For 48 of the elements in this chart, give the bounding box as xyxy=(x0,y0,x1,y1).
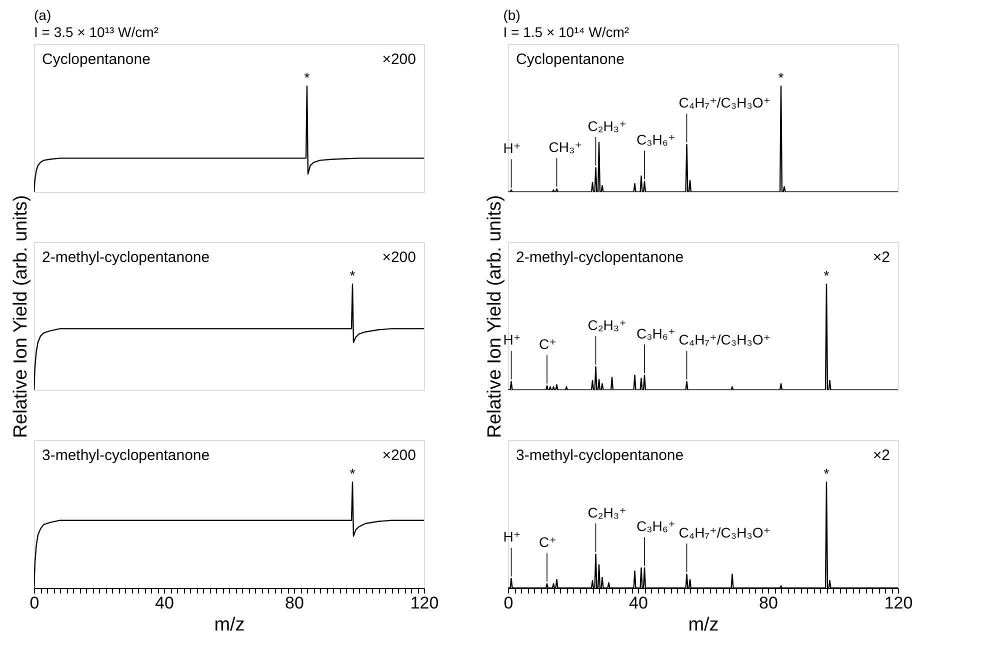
annotation: C₃H₆⁺ xyxy=(636,518,676,534)
annotation: * xyxy=(778,69,784,86)
text: ×200 xyxy=(382,447,416,464)
annotation: C₂H₃⁺ xyxy=(588,118,626,134)
annotation: * xyxy=(350,465,356,482)
text: ×200 xyxy=(382,249,416,266)
annotation: * xyxy=(824,465,830,482)
chart-subtitle: I = 1.5 × 10¹⁴ W/cm² xyxy=(503,24,630,40)
annotation: C₄H₇⁺/C₃H₃O⁺ xyxy=(678,94,771,111)
text: 2-methyl-cyclopentanone xyxy=(42,249,210,266)
x-tick-label: 120 xyxy=(410,594,439,612)
annotation: H⁺ xyxy=(503,528,521,545)
annotation: CH₃⁺ xyxy=(548,139,582,155)
chart-title: (a) xyxy=(34,7,52,23)
x-tick-label: 120 xyxy=(884,594,913,612)
x-axis-title: m/z xyxy=(688,614,719,636)
annotation: C₂H₃⁺ xyxy=(588,316,626,333)
annotation: * xyxy=(824,267,830,284)
annotation: C₄H₇⁺/C₃H₃O⁺ xyxy=(678,332,771,348)
x-axis-title: m/z xyxy=(214,614,245,636)
text: ×2 xyxy=(872,249,890,266)
text: 2-methyl-cyclopentanone xyxy=(516,249,684,266)
text: ×200 xyxy=(382,51,416,68)
x-tick-label: 80 xyxy=(759,594,778,612)
y-axis-title: Relative Ion Yield (arb. units) xyxy=(484,195,506,438)
annotation: H⁺ xyxy=(503,332,521,348)
annotation: C₃H₆⁺ xyxy=(636,132,676,148)
annotation: H⁺ xyxy=(503,140,521,156)
text: ×2 xyxy=(872,447,890,464)
text: 3-methyl-cyclopentanone xyxy=(42,447,210,464)
annotation: * xyxy=(350,267,356,284)
x-tick-label: 40 xyxy=(629,594,648,612)
annotation: C⁺ xyxy=(539,336,556,352)
chart-subtitle: I = 3.5 × 10¹³ W/cm² xyxy=(34,24,159,40)
x-tick-label: 0 xyxy=(30,594,40,612)
annotation: C₄H₇⁺/C₃H₃O⁺ xyxy=(678,524,771,540)
annotation: C⁺ xyxy=(539,534,556,550)
annotation: C₂H₃⁺ xyxy=(588,504,626,520)
x-tick-label: 0 xyxy=(504,594,514,612)
text: Cyclopentanone xyxy=(42,51,150,68)
text: 3-methyl-cyclopentanone xyxy=(516,447,684,464)
annotation: * xyxy=(304,69,310,86)
text: Cyclopentanone xyxy=(516,51,624,68)
x-tick-label: 40 xyxy=(155,594,174,612)
x-tick-label: 80 xyxy=(285,594,304,612)
chart-title: (b) xyxy=(503,7,520,23)
annotation: C₃H₆⁺ xyxy=(636,325,676,342)
y-axis-title: Relative Ion Yield (arb. units) xyxy=(10,195,32,438)
